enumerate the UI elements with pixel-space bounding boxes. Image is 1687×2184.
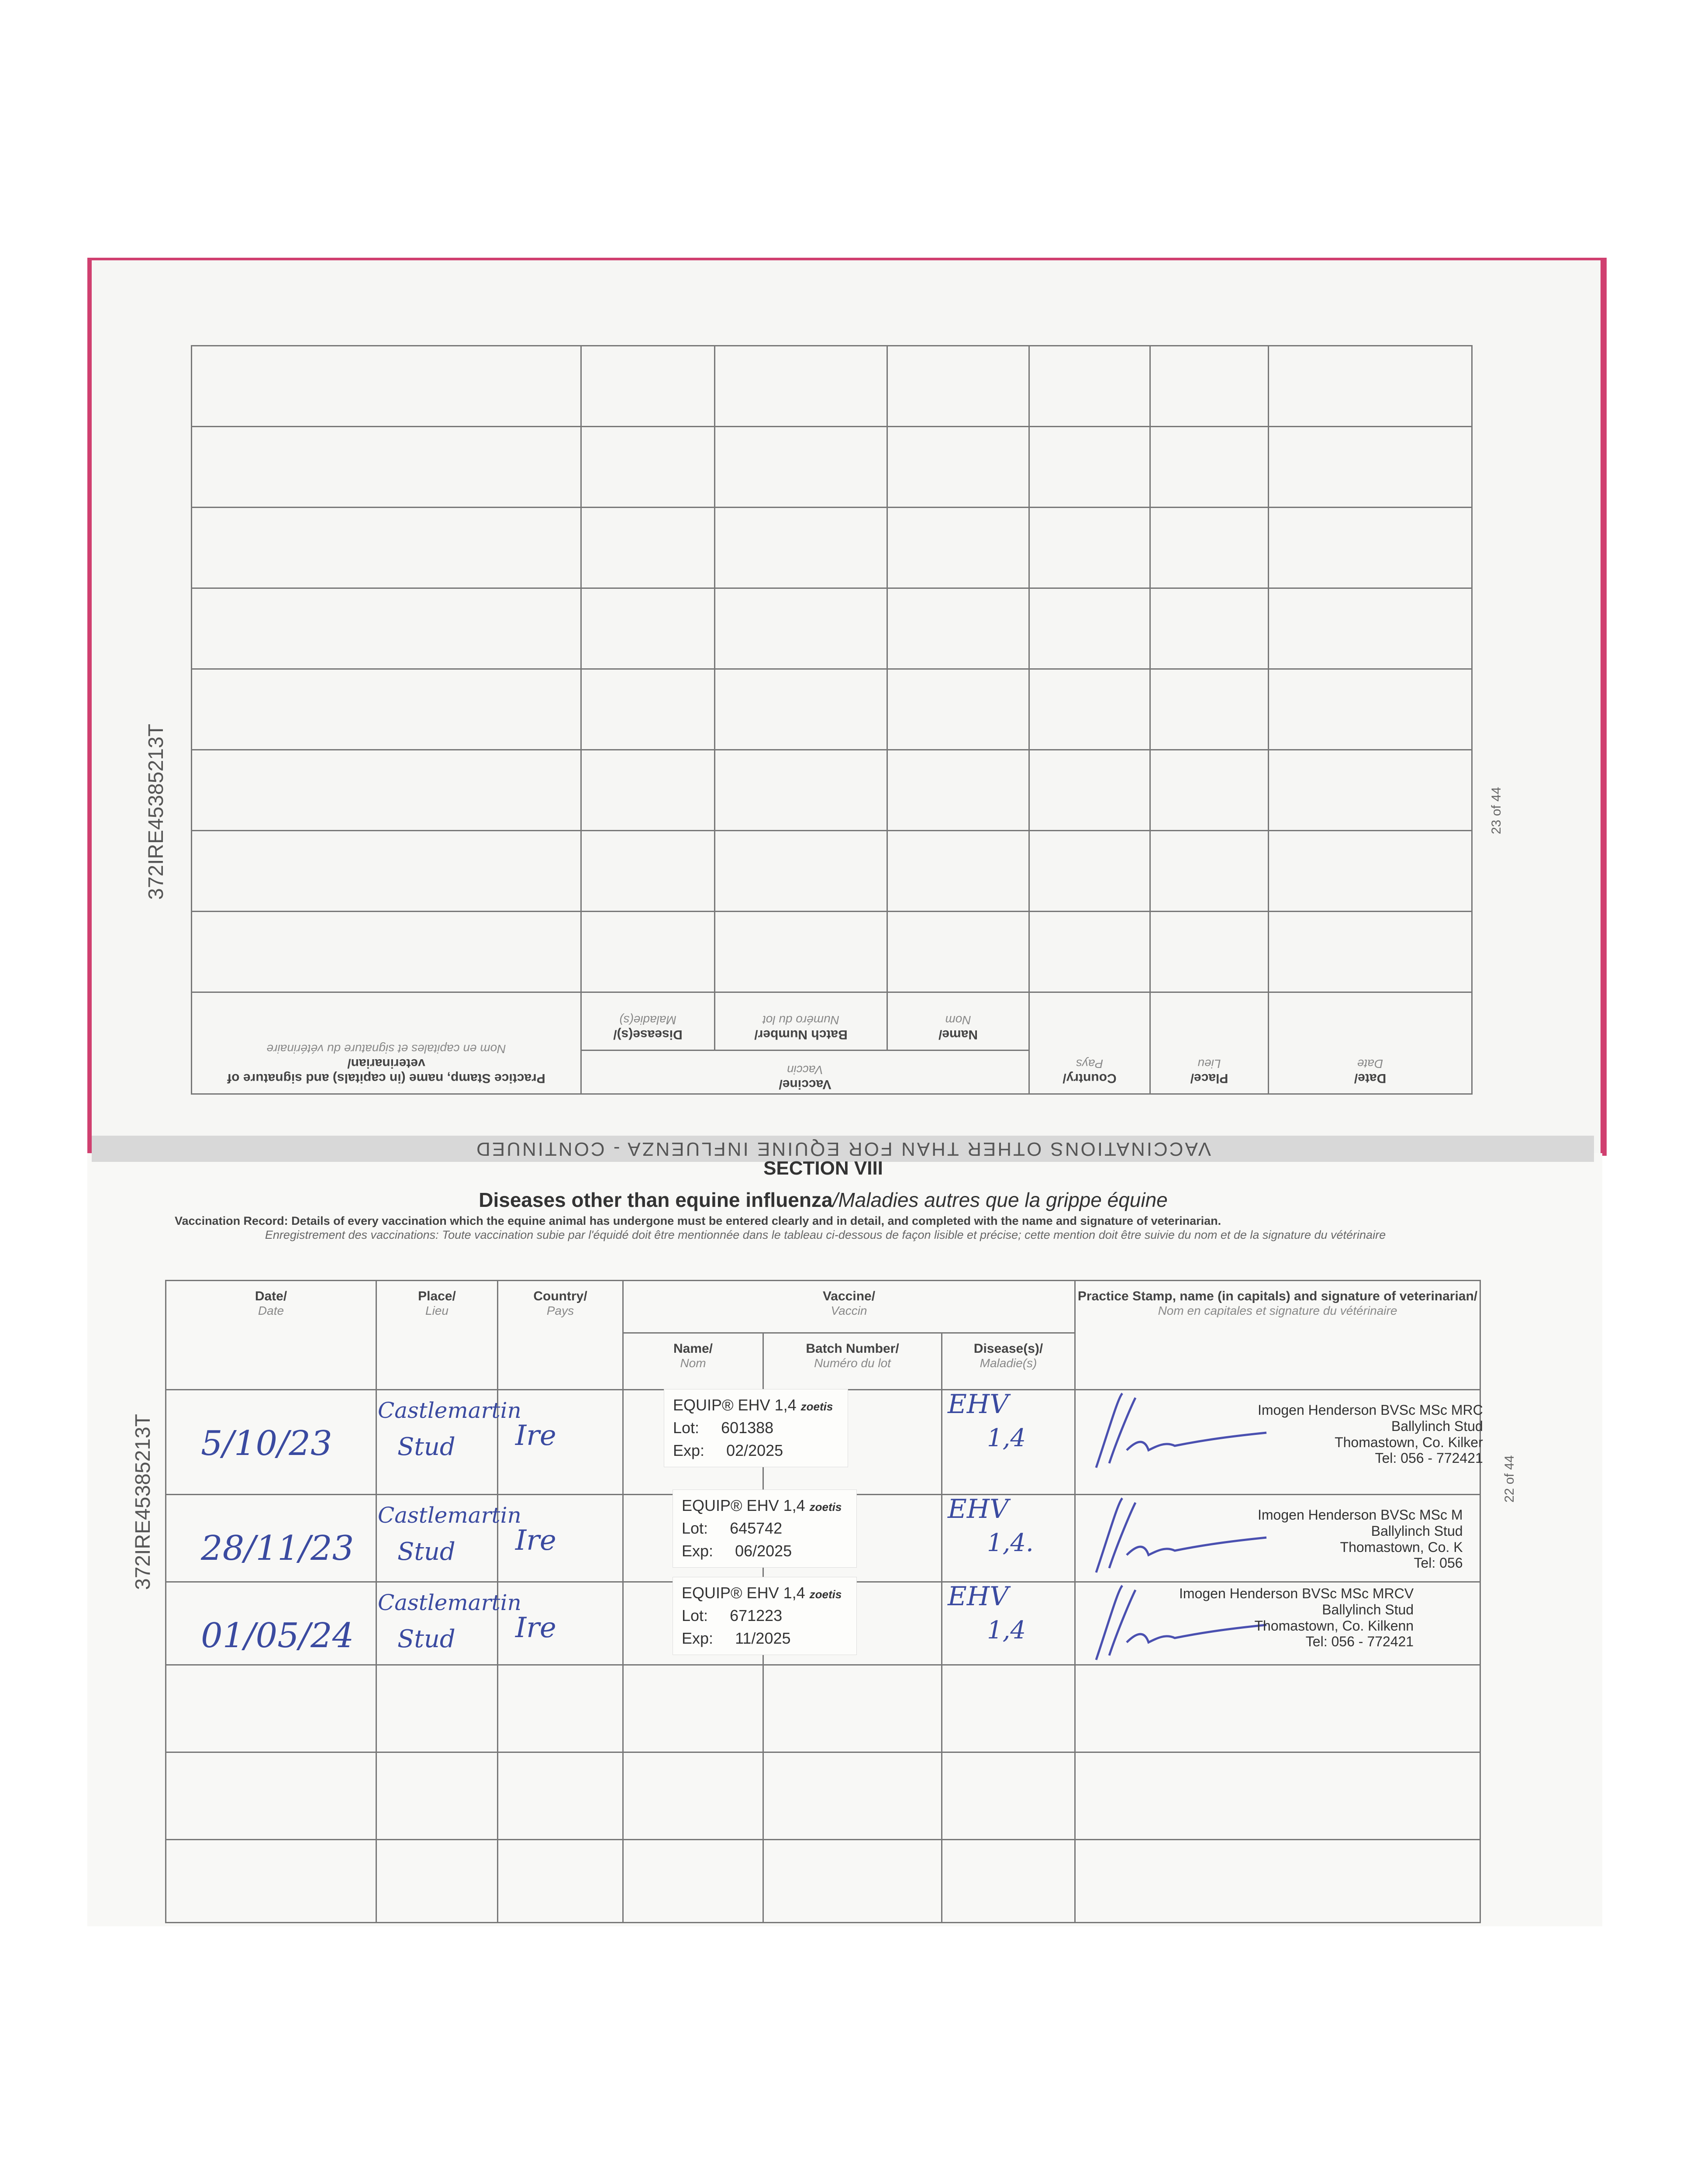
vaccine-batch-label: EQUIP® EHV 1,4 zoetis Lot: 645742 Exp: 0… xyxy=(673,1489,857,1568)
page-number-lower: 22 of 44 xyxy=(1502,1455,1517,1503)
col-date: Date/Date xyxy=(1268,992,1472,1094)
table-row xyxy=(191,588,1472,669)
entry-date: 5/10/23 xyxy=(201,1424,332,1463)
entry-disease-line1: EHV xyxy=(948,1581,1009,1612)
table-row xyxy=(191,669,1472,750)
entry-date: 01/05/24 xyxy=(201,1616,354,1655)
col-country: Country/Pays xyxy=(1029,992,1150,1094)
section-title: Diseases other than equine influenza/Mal… xyxy=(479,1189,1168,1211)
table-row xyxy=(191,830,1472,912)
practice-stamp: Imogen Henderson BVSc MSc MRCV Ballylinch… xyxy=(1179,1586,1414,1650)
expiry-date: 06/2025 xyxy=(735,1542,792,1560)
entry-country: Ire xyxy=(515,1420,556,1452)
col-place: Place/Lieu xyxy=(1150,992,1269,1094)
upper-vaccination-table: Date/Date Place/Lieu Country/Pays Vaccin… xyxy=(191,345,1473,1095)
table-row xyxy=(191,507,1472,588)
col-batch: Batch Number/Numéro du lot xyxy=(762,1332,942,1390)
col-practice: Practice Stamp, name (in capitals) and s… xyxy=(1074,1280,1481,1390)
entry-place-line2: Stud xyxy=(397,1538,455,1566)
instructions-fr: Enregistrement des vaccinations: Toute v… xyxy=(265,1228,1386,1241)
entry-disease-line1: EHV xyxy=(948,1494,1009,1524)
col-vaccine: Vaccine/Vaccin xyxy=(622,1280,1076,1334)
upper-page xyxy=(87,258,1607,1156)
vaccine-batch-label: EQUIP® EHV 1,4 zoetis Lot: 601388 Exp: 0… xyxy=(664,1389,848,1467)
col-disease: Disease(s)/Maladie(s) xyxy=(581,992,715,1051)
table-row xyxy=(165,1752,1481,1840)
entry-country: Ire xyxy=(515,1612,556,1644)
entry-place-line1: Castlemartin xyxy=(378,1398,521,1423)
veterinarian-signature xyxy=(1095,1585,1267,1660)
header-band: VACCINATIONS OTHER THAN FOR EQUINE INFLU… xyxy=(92,1136,1594,1162)
table-row xyxy=(191,426,1472,508)
entry-disease-line2: 1,4. xyxy=(987,1529,1034,1557)
entry-date: 28/11/23 xyxy=(201,1529,354,1568)
entry-disease-line2: 1,4 xyxy=(987,1424,1026,1452)
col-name: Name/Nom xyxy=(622,1332,764,1390)
entry-country: Ire xyxy=(515,1524,556,1557)
col-date: Date/Date xyxy=(165,1280,377,1390)
table-row xyxy=(191,346,1472,427)
veterinarian-signature xyxy=(1095,1497,1267,1573)
col-practice: Practice Stamp, name (in capitals) and s… xyxy=(191,992,581,1094)
col-place: Place/Lieu xyxy=(376,1280,498,1390)
col-country: Country/Pays xyxy=(497,1280,624,1390)
page-number-upper: 23 of 44 xyxy=(1489,787,1504,834)
entry-disease-line1: EHV xyxy=(948,1389,1009,1420)
practice-stamp: Imogen Henderson BVSc MSc M Ballylinch St… xyxy=(1258,1507,1463,1571)
section-number: SECTION VIII xyxy=(763,1158,883,1179)
table-row xyxy=(165,1839,1481,1923)
vaccine-batch-label: EQUIP® EHV 1,4 zoetis Lot: 671223 Exp: 1… xyxy=(673,1577,857,1655)
col-name: Name/Nom xyxy=(887,992,1029,1051)
entry-place-line1: Castlemartin xyxy=(378,1503,521,1528)
col-batch: Batch Number/Numéro du lot xyxy=(714,992,887,1051)
col-disease: Disease(s)/Maladie(s) xyxy=(941,1332,1076,1390)
table-row xyxy=(191,750,1472,831)
practice-stamp: Imogen Henderson BVSc MSc MRC Ballylinch … xyxy=(1258,1402,1483,1466)
batch-number: 645742 xyxy=(730,1519,783,1538)
batch-number: 601388 xyxy=(721,1419,774,1437)
instructions: Vaccination Record: Details of every vac… xyxy=(175,1214,1221,1227)
expiry-date: 11/2025 xyxy=(735,1629,791,1648)
expiry-date: 02/2025 xyxy=(726,1441,783,1460)
col-vaccine: Vaccine/Vaccin xyxy=(581,1050,1029,1094)
table-row xyxy=(165,1664,1481,1753)
passport-id-upper: 372IRE45385213T xyxy=(145,724,168,900)
batch-number: 671223 xyxy=(730,1607,783,1625)
entry-place-line1: Castlemartin xyxy=(378,1590,521,1615)
passport-id-lower: 372IRE45385213T xyxy=(131,1414,155,1590)
entry-disease-line2: 1,4 xyxy=(987,1616,1026,1645)
entry-place-line2: Stud xyxy=(397,1625,455,1653)
table-row xyxy=(191,911,1472,992)
entry-place-line2: Stud xyxy=(397,1433,455,1461)
veterinarian-signature xyxy=(1095,1393,1267,1468)
